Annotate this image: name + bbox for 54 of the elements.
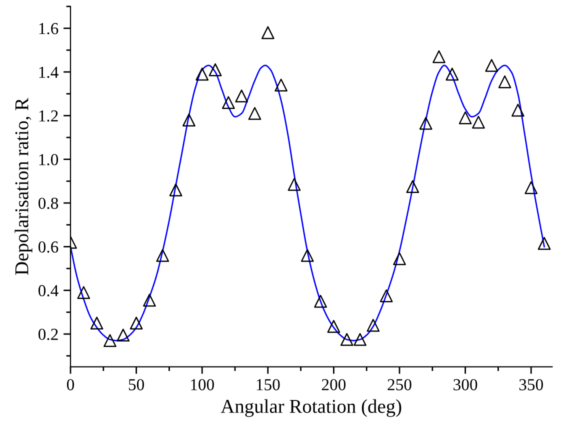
x-tick-label: 200 (322, 379, 346, 390)
point (208, 63, 222, 76)
point (288, 178, 301, 191)
point (354, 333, 366, 346)
point (300, 248, 314, 262)
y-tick-label: 0.2 (38, 328, 58, 340)
point (156, 248, 170, 262)
y-tick-label: 0.6 (38, 241, 58, 253)
point (248, 107, 262, 120)
point (90, 316, 104, 330)
point (314, 294, 327, 308)
point (406, 180, 420, 194)
y-tick-label: 1.2 (39, 110, 58, 122)
point (458, 111, 472, 124)
point (143, 294, 156, 307)
point (196, 68, 209, 81)
point (77, 286, 90, 299)
point (446, 68, 459, 81)
y-tick-label: 0.8 (38, 198, 58, 210)
point (498, 75, 512, 88)
point (327, 320, 340, 333)
y-axis-title: Depolarisation ratio, R (14, 98, 32, 275)
y-tick-label: 1.0 (39, 154, 58, 166)
point (169, 183, 182, 196)
point (432, 50, 446, 64)
x-tick-label: 50 (128, 379, 144, 390)
point (380, 289, 393, 302)
x-tick-label: 250 (388, 379, 412, 390)
point (222, 96, 235, 109)
point (366, 318, 380, 332)
x-tick-label: 150 (256, 379, 280, 390)
point (116, 328, 130, 342)
x-tick-label: 0 (66, 379, 74, 390)
x-tick-label: 350 (519, 379, 543, 390)
point (340, 333, 354, 346)
x-tick-label: 300 (454, 379, 478, 390)
x-tick-label: 100 (191, 379, 214, 390)
y-tick-label: 0.4 (38, 285, 58, 296)
point (182, 114, 196, 126)
point (235, 90, 248, 102)
point (485, 58, 498, 72)
point (419, 116, 432, 130)
point (512, 104, 524, 117)
point (538, 236, 551, 250)
point (393, 252, 406, 266)
point (130, 316, 143, 330)
point (524, 181, 538, 194)
x-axis-title: Angular Rotation (deg) (220, 399, 402, 417)
y-tick-label: 1.6 (39, 23, 58, 34)
point (472, 116, 485, 129)
y-tick-label: 1.4 (39, 66, 58, 78)
point (104, 334, 116, 348)
point (274, 78, 288, 92)
point (261, 26, 274, 40)
